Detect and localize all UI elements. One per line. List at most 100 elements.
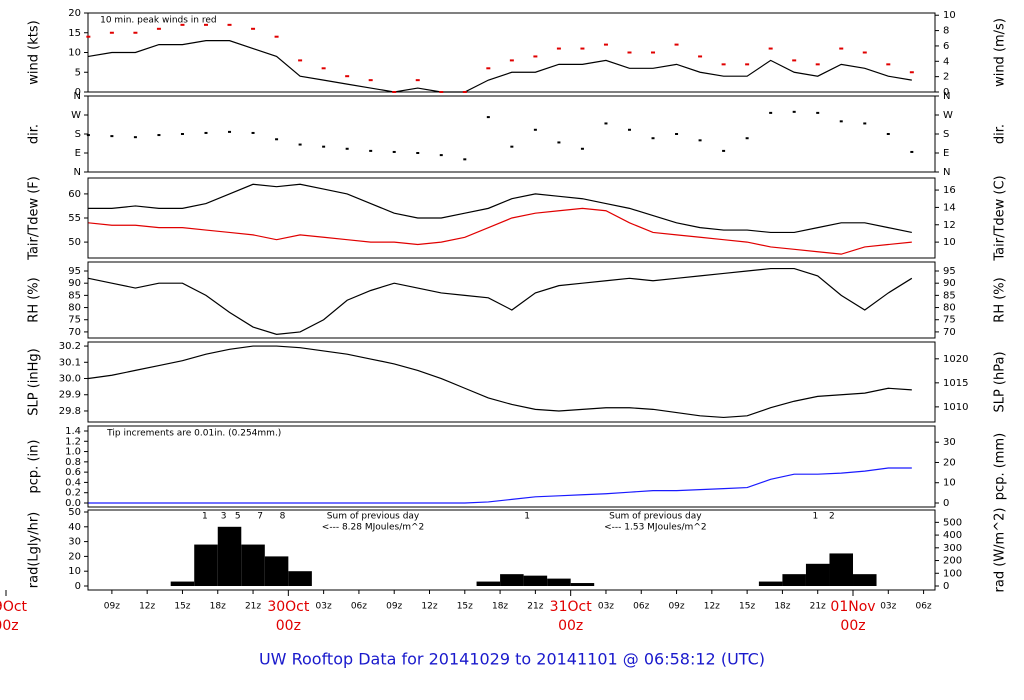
date-sublabel: 00z xyxy=(0,618,19,634)
peak-marker xyxy=(392,91,397,93)
point xyxy=(698,139,702,142)
bar xyxy=(288,571,312,587)
point xyxy=(769,111,773,114)
y-tick-label: N xyxy=(943,91,950,102)
y-tick-label: 100 xyxy=(943,568,962,579)
x-tick-label: 15z xyxy=(739,602,755,612)
peak-marker xyxy=(745,63,750,66)
y-tick-label: 10 xyxy=(943,10,956,21)
y-tick-label: 8 xyxy=(943,26,949,37)
y-tick-label: 10 xyxy=(943,237,956,248)
y-tick-label: 1.2 xyxy=(65,436,81,447)
x-tick-label: 21z xyxy=(810,602,826,612)
y-tick-label: S xyxy=(943,129,949,140)
y-tick-label: 16 xyxy=(943,185,956,196)
point xyxy=(816,111,820,114)
y2-axis-label: rad (W/m^2) xyxy=(993,508,1008,593)
peak-marker xyxy=(439,91,444,93)
annotation: 5 xyxy=(235,512,241,522)
y-tick-label: 75 xyxy=(943,315,956,326)
peak-marker xyxy=(556,47,561,50)
x-tick-label: 18z xyxy=(210,602,226,612)
y-tick-label: 40 xyxy=(68,522,81,533)
annotation: Sum of previous day xyxy=(609,512,702,522)
peak-marker xyxy=(627,51,632,54)
y-tick-label: 5 xyxy=(75,67,81,78)
bar xyxy=(170,581,195,587)
y-tick-label: 55 xyxy=(68,213,81,224)
peak-marker xyxy=(321,67,326,70)
annotation: 1 xyxy=(524,512,530,522)
y-tick-label: 95 xyxy=(68,266,81,277)
peak-marker xyxy=(698,55,703,58)
point xyxy=(180,133,184,135)
peak-marker xyxy=(298,59,303,62)
peak-marker xyxy=(674,43,679,46)
y-tick-label: N xyxy=(74,167,81,178)
line xyxy=(88,40,912,93)
y-tick-label: 85 xyxy=(68,290,81,301)
chart-title: UW Rooftop Data for 20141029 to 20141101… xyxy=(259,650,765,669)
y-tick-label: 4 xyxy=(943,56,949,67)
point xyxy=(510,145,514,148)
bar xyxy=(241,544,265,587)
y-tick-label: E xyxy=(75,148,81,159)
y-tick-label: 30.2 xyxy=(59,341,81,352)
x-tick-label: 03z xyxy=(316,602,332,612)
peak-marker xyxy=(203,23,208,26)
y-tick-label: 0.6 xyxy=(65,467,81,478)
panel-frame xyxy=(87,341,936,423)
y-tick-label: 80 xyxy=(68,303,81,314)
y-tick-label: 30.1 xyxy=(59,357,81,368)
annotation: Tip increments are 0.01in. (0.254mm.) xyxy=(106,429,281,439)
point xyxy=(486,116,490,119)
peak-marker xyxy=(156,27,161,30)
x-tick-label: 09z xyxy=(668,602,684,612)
y-tick-label: S xyxy=(75,129,81,140)
x-tick-label: 18z xyxy=(492,602,508,612)
y2-axis-label: SLP (hPa) xyxy=(993,351,1008,412)
x-tick-label: 06z xyxy=(633,602,649,612)
annotation: 10 min. peak winds in red xyxy=(100,16,217,26)
y-tick-label: 2 xyxy=(943,72,949,83)
peak-marker xyxy=(109,31,114,34)
panel-frame xyxy=(87,509,936,591)
point xyxy=(886,133,890,135)
y-tick-label: 60 xyxy=(68,189,81,200)
point xyxy=(157,134,161,137)
x-tick-label: 15z xyxy=(174,602,190,612)
annotation: 3 xyxy=(221,512,227,522)
y-tick-label: 30.0 xyxy=(59,374,81,385)
y-tick-label: 75 xyxy=(68,315,81,326)
point xyxy=(369,149,373,152)
peak-marker xyxy=(792,59,797,62)
peak-marker xyxy=(486,67,491,70)
annotation: 1 xyxy=(202,512,208,522)
peak-marker xyxy=(227,23,232,26)
line xyxy=(88,345,912,419)
bar xyxy=(523,575,548,587)
peak-marker xyxy=(651,51,656,54)
y-tick-label: 30 xyxy=(943,437,956,448)
date-label: 29Oct xyxy=(0,599,28,615)
y-tick-label: 0 xyxy=(75,581,81,592)
y-axis-label: SLP (inHg) xyxy=(27,348,42,416)
point xyxy=(745,137,749,140)
y2-axis-label: RH (%) xyxy=(993,277,1008,322)
y-tick-label: 0.0 xyxy=(65,498,81,509)
point xyxy=(298,143,302,146)
x-tick-label: 12z xyxy=(421,602,437,612)
bar xyxy=(853,574,877,587)
peak-marker xyxy=(368,79,373,82)
peak-marker xyxy=(274,35,279,38)
peak-marker xyxy=(345,75,350,78)
bar xyxy=(476,581,501,587)
x-tick-label: 12z xyxy=(139,602,155,612)
annotation: <--- 1.53 MJoules/m^2 xyxy=(604,523,706,533)
peak-marker xyxy=(909,71,914,74)
y-tick-label: W xyxy=(943,110,953,121)
peak-marker xyxy=(839,47,844,50)
peak-marker xyxy=(133,31,138,34)
y-tick-label: 10 xyxy=(68,48,81,59)
panel-frame xyxy=(87,425,936,508)
